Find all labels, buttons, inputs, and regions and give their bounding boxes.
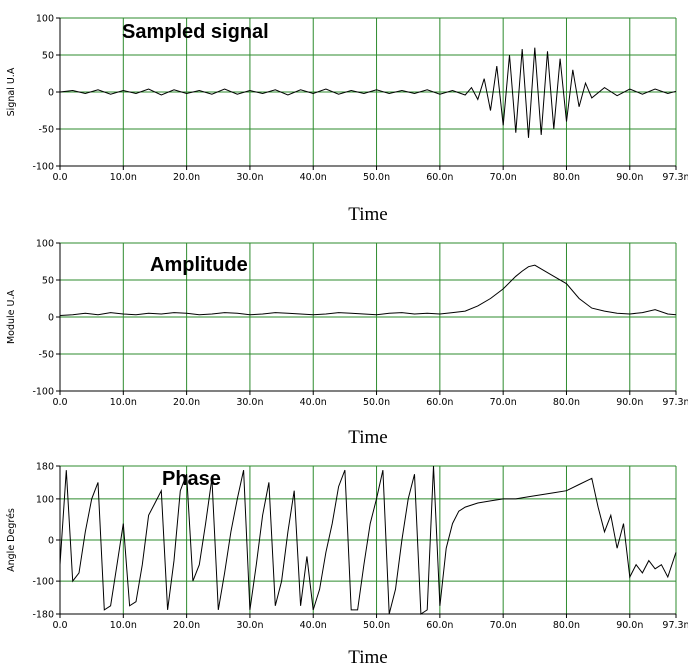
- y-tick-label: 0: [48, 536, 54, 547]
- x-tick-label: 90.0n: [616, 397, 643, 408]
- x-tick-label: 10.0n: [110, 397, 137, 408]
- y-tick-label: 100: [36, 239, 54, 250]
- y-tick-label: -100: [32, 577, 54, 588]
- y-tick-label: 50: [42, 51, 54, 62]
- y-tick-label: 100: [36, 494, 54, 505]
- x-tick-label: 50.0n: [363, 172, 390, 183]
- x-tick-label: 90.0n: [616, 172, 643, 183]
- x-tick-label: 10.0n: [110, 172, 137, 183]
- x-tick-label: 40.0n: [300, 172, 327, 183]
- y-tick-label: -100: [32, 387, 54, 398]
- x-tick-label: 97.3n: [662, 397, 688, 408]
- x-tick-label: 50.0n: [363, 620, 390, 631]
- x-tick-label: 0.0: [52, 172, 67, 183]
- y-tick-label: 0: [48, 88, 54, 99]
- x-tick-label: 90.0n: [616, 620, 643, 631]
- y-tick-label: 180: [36, 462, 54, 473]
- x-tick-label: 70.0n: [490, 397, 517, 408]
- x-tick-label: 0.0: [52, 620, 67, 631]
- y-tick-label: -180: [32, 610, 54, 621]
- y-tick-label: -50: [38, 125, 54, 136]
- x-tick-label: 40.0n: [300, 397, 327, 408]
- y-axis-label: Signal U.A: [6, 67, 17, 116]
- x-tick-label: 97.3n: [662, 620, 688, 631]
- x-tick-label: 50.0n: [363, 397, 390, 408]
- chart-title: Amplitude: [150, 254, 248, 276]
- x-axis-label: Time: [348, 647, 387, 666]
- x-tick-label: 30.0n: [236, 620, 263, 631]
- x-tick-label: 80.0n: [553, 620, 580, 631]
- y-tick-label: -100: [32, 162, 54, 173]
- x-tick-label: 70.0n: [490, 620, 517, 631]
- y-tick-label: -50: [38, 350, 54, 361]
- x-axis-label: Time: [348, 204, 387, 225]
- x-tick-label: 60.0n: [426, 620, 453, 631]
- y-axis-label: Module U.A: [6, 289, 17, 344]
- y-tick-label: 100: [36, 14, 54, 25]
- y-axis-label: Angle Degrés: [6, 508, 17, 572]
- x-tick-label: 0.0: [52, 397, 67, 408]
- x-tick-label: 30.0n: [236, 397, 263, 408]
- x-tick-label: 30.0n: [236, 172, 263, 183]
- x-tick-label: 20.0n: [173, 620, 200, 631]
- x-tick-label: 60.0n: [426, 172, 453, 183]
- y-tick-label: 50: [42, 276, 54, 287]
- x-tick-label: 80.0n: [553, 397, 580, 408]
- series-line: [59, 264, 677, 316]
- x-tick-label: 60.0n: [426, 397, 453, 408]
- series-line: [59, 465, 677, 615]
- x-tick-label: 80.0n: [553, 172, 580, 183]
- x-tick-label: 70.0n: [490, 172, 517, 183]
- x-tick-label: 10.0n: [110, 620, 137, 631]
- y-tick-label: 0: [48, 313, 54, 324]
- x-tick-label: 20.0n: [173, 397, 200, 408]
- chart-title: Phase: [162, 468, 221, 490]
- x-axis-label: Time: [348, 427, 387, 448]
- series-line: [59, 47, 677, 138]
- chart-title: Sampled signal: [122, 21, 269, 43]
- x-tick-label: 20.0n: [173, 172, 200, 183]
- x-tick-label: 40.0n: [300, 620, 327, 631]
- x-tick-label: 97.3n: [662, 172, 688, 183]
